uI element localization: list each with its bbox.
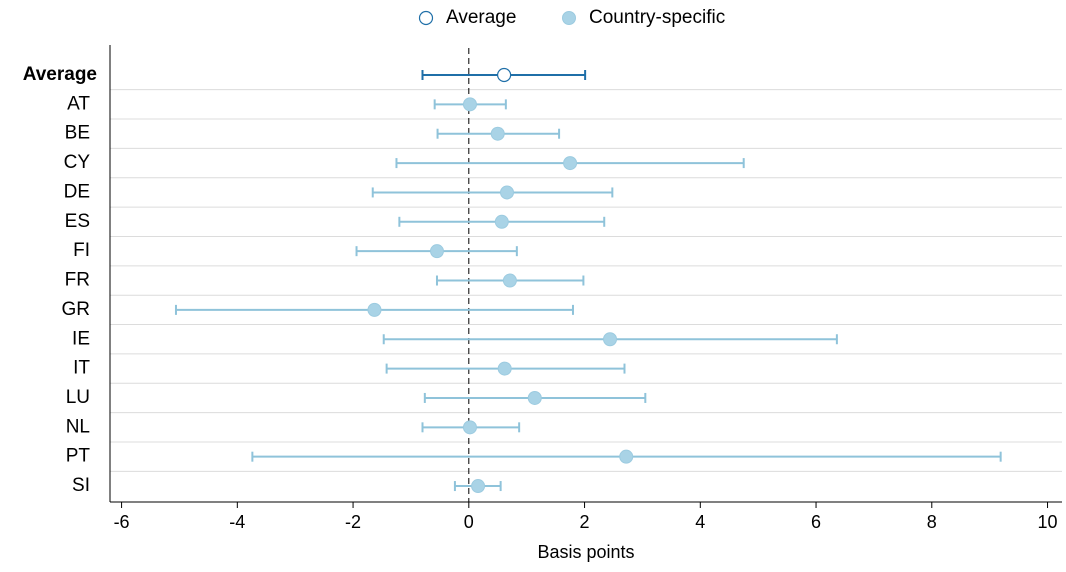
point [429, 244, 444, 259]
point [497, 67, 512, 83]
category-label: ES [65, 211, 90, 232]
point [527, 390, 542, 405]
x-tick-label: -4 [229, 512, 245, 532]
category-label: CY [64, 152, 91, 173]
point [494, 214, 509, 229]
point [497, 361, 512, 376]
x-tick-label: 2 [580, 512, 590, 532]
x-tick-label: 0 [464, 512, 474, 532]
point [490, 126, 505, 141]
category-label: AT [67, 93, 90, 114]
legend-label: Country-specific [589, 7, 725, 28]
category-label: DE [64, 181, 90, 202]
point [603, 332, 618, 347]
category-label: IT [73, 358, 90, 379]
x-tick-label: -6 [114, 512, 130, 532]
point [619, 449, 634, 464]
x-tick-label: 8 [927, 512, 937, 532]
point [500, 185, 515, 200]
point [563, 156, 578, 171]
x-axis-title: Basis points [537, 542, 634, 562]
point [502, 273, 517, 288]
category-label: IE [72, 328, 90, 349]
point [462, 420, 477, 435]
point [471, 479, 486, 494]
category-label: BE [65, 123, 90, 144]
x-tick-label: 6 [811, 512, 821, 532]
x-tick-label: -2 [345, 512, 361, 532]
category-label: FR [65, 270, 90, 291]
category-label: FI [73, 240, 90, 261]
legend-label: Average [446, 7, 516, 28]
legend-marker [418, 10, 434, 26]
x-tick-label: 10 [1038, 512, 1058, 532]
point [462, 97, 477, 112]
x-tick-label: 4 [695, 512, 705, 532]
category-label: NL [66, 416, 90, 437]
category-label: GR [62, 299, 91, 320]
legend-marker [562, 11, 576, 25]
category-label: SI [72, 475, 90, 496]
point [367, 302, 382, 317]
category-label: Average [23, 64, 97, 85]
category-label: PT [66, 446, 91, 467]
category-label: LU [66, 387, 90, 408]
